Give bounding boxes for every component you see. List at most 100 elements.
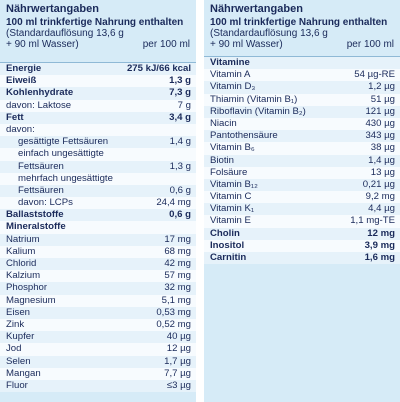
row-value: 7 g (177, 99, 191, 111)
table-row: Vitamin E 1,1 mg-TE (204, 215, 400, 228)
row-value: 1,6 mg (364, 252, 395, 263)
row-value: 54 µg-RE (354, 69, 395, 81)
row-label: Vitamin K₁ (210, 203, 255, 215)
table-row: Vitamin C 9,2 mg (204, 191, 400, 204)
table-row: gesättigte Fettsäuren 1,4 g (0, 136, 196, 149)
header-title: Nährwertangaben (6, 3, 99, 15)
row-label: Inositol (210, 239, 245, 251)
right-panel: Nährwertangaben 100 ml trinkfertige Nahru… (204, 0, 400, 402)
table-row: Zink 0,52 mg (0, 318, 196, 332)
row-label: Zink (6, 318, 25, 330)
row-value: 24,4 mg (156, 197, 191, 209)
table-row: Chlorid 42 mg (0, 258, 196, 271)
row-value: 57 mg (164, 270, 191, 282)
row-label: Phosphor (6, 282, 48, 294)
row-value: 51 µg (370, 93, 395, 105)
row-value: 40 µg (166, 331, 191, 343)
row-label: Vitamin A (210, 69, 251, 81)
unit-label: per 100 ml (142, 39, 190, 50)
header-line: (Standardauflösung 13,6 g (6, 28, 124, 39)
row-label: Kohlenhydrate (6, 87, 74, 99)
row-label: Kalzium (6, 270, 41, 282)
table-row: Pantothensäure 343 µg (204, 130, 400, 143)
row-label: Carnitin (210, 252, 247, 263)
table-row: Magnesium 5,1 mg (0, 294, 196, 307)
row-label: Selen (6, 355, 31, 367)
row-value: 1,3 g (169, 75, 191, 87)
row-value: 9,2 mg (365, 191, 395, 203)
table-row: Kalium 68 mg (0, 245, 196, 258)
row-label: Vitamin B₆ (210, 142, 255, 154)
header-line: + 90 ml Wasser) (210, 39, 283, 50)
row-value: 343 µg (365, 130, 395, 142)
row-label: Fluor (6, 379, 28, 391)
row-value: 68 mg (164, 245, 191, 257)
row-value: 13 µg (370, 166, 395, 178)
row-value: 42 mg (164, 258, 191, 269)
row-value: 1,4 g (169, 136, 191, 148)
row-label: Eiweiß (6, 75, 37, 87)
unit-label: per 100 ml (346, 39, 394, 50)
row-value: 0,21 µg (362, 178, 395, 190)
row-value: 12 µg (166, 343, 191, 355)
row-label: gesättigte Fettsäuren (18, 136, 109, 148)
row-label: Biotin (210, 154, 234, 166)
header-line: + 90 ml Wasser) per 100 ml (210, 39, 394, 50)
row-label: Mangan (6, 367, 41, 379)
header-line: + 90 ml Wasser) (6, 39, 79, 50)
table-row: Phosphor 32 mg (0, 282, 196, 295)
row-label: mehrfach ungesättigte (18, 172, 113, 184)
row-value: ≤3 µg (166, 379, 191, 391)
row-value: 3,9 mg (364, 239, 395, 251)
table-row: einfach ungesättigte (0, 148, 196, 161)
row-label: Kupfer (6, 331, 35, 343)
row-value: 7,7 µg (164, 367, 191, 379)
table: Energie 275 kJ/66 kcal Eiweiß 1,3 g Kohlenhy… (0, 62, 196, 393)
row-value: 7,3 g (169, 87, 191, 99)
header: Nährwertangaben 100 ml trinkfertige Nahru… (0, 0, 196, 51)
table-row: Fettsäuren 1,3 g (0, 160, 196, 173)
row-value: 5,1 mg (161, 294, 191, 306)
table: Vitamine Vitamin A 54 µg-RE Vitamin D₃ 1,2 µ… (204, 56, 400, 265)
table-row: Mineralstoffe (0, 221, 196, 234)
row-value: 17 mg (164, 233, 191, 245)
row-label: einfach ungesättigte (18, 148, 104, 160)
table-row: Vitamine (204, 57, 400, 70)
row-label: Fettsäuren (18, 160, 64, 172)
row-label: Natrium (6, 233, 40, 245)
row-value: 275 kJ/66 kcal (126, 63, 191, 74)
row-label: Riboflavin (Vitamin B₂) (210, 105, 306, 117)
table-row: Ballaststoffe 0,6 g (0, 209, 196, 222)
row-value: 0,6 g (169, 184, 191, 196)
table-row: Natrium 17 mg (0, 233, 196, 246)
table-row: Kohlenhydrate 7,3 g (0, 87, 196, 100)
row-value: 0,6 g (169, 209, 191, 221)
table-row: Biotin 1,4 µg (204, 154, 400, 167)
row-label: Chlorid (6, 258, 37, 269)
table-row: davon: Laktose 7 g (0, 99, 196, 112)
table-row: Mangan 7,7 µg (0, 367, 196, 380)
row-label: Jod (6, 343, 22, 355)
table-row: davon: LCPs 24,4 mg (0, 197, 196, 210)
row-value: 1,7 µg (164, 355, 191, 367)
table-row: Riboflavin (Vitamin B₂) 121 µg (204, 105, 400, 118)
table-row: Eisen 0,53 mg (0, 306, 196, 319)
row-label: Fettsäuren (18, 184, 64, 196)
table-row: Folsäure 13 µg (204, 166, 400, 179)
header-line: 100 ml trinkfertige Nahrung enthalten (210, 17, 388, 28)
row-label: Niacin (210, 117, 237, 129)
table-row: Niacin 430 µg (204, 117, 400, 131)
row-value: 0,53 mg (156, 306, 191, 318)
table-row: Inositol 3,9 mg (204, 239, 400, 252)
row-label: Cholin (210, 227, 240, 239)
header-line: 100 ml trinkfertige Nahrung enthalten (6, 17, 184, 28)
row-label: Thiamin (Vitamin B₁) (210, 93, 298, 105)
table-row: Selen 1,7 µg (0, 355, 196, 368)
row-value: 0,52 mg (156, 318, 191, 330)
table-row: Carnitin 1,6 mg (204, 252, 400, 265)
table-row: Fluor ≤3 µg (0, 379, 196, 393)
row-label: Mineralstoffe (6, 221, 66, 233)
row-label: Vitamine (210, 57, 250, 68)
row-label: Vitamin C (210, 191, 252, 203)
